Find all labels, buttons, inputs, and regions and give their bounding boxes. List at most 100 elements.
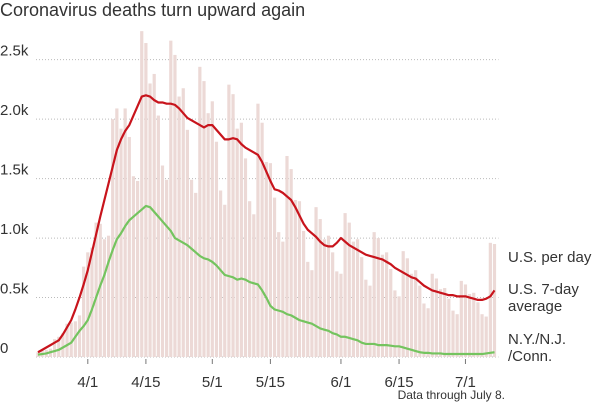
bar xyxy=(409,273,414,357)
bar xyxy=(111,119,115,358)
bar xyxy=(206,113,210,357)
bar xyxy=(397,296,401,357)
bar xyxy=(434,278,438,357)
bar xyxy=(297,201,302,357)
bar xyxy=(156,115,160,357)
bar xyxy=(223,204,227,357)
bar xyxy=(53,339,57,357)
bar xyxy=(443,288,447,357)
bar xyxy=(355,239,360,357)
bar xyxy=(351,241,355,357)
y-tick-label: 2.0k xyxy=(0,102,29,119)
bar xyxy=(447,298,451,357)
bar xyxy=(360,257,364,357)
series-label: U.S. 7-day average xyxy=(508,281,579,315)
bar xyxy=(90,247,94,357)
x-tick-label: 5/15 xyxy=(256,374,285,391)
bar xyxy=(98,223,102,357)
bar xyxy=(115,108,119,357)
bar xyxy=(385,252,389,357)
bar xyxy=(368,285,372,357)
bar xyxy=(414,270,418,357)
chart-title: Coronavirus deaths turn upward again xyxy=(0,0,305,20)
bar xyxy=(389,268,393,357)
bar xyxy=(181,88,185,357)
x-tick-label: 4/1 xyxy=(77,374,98,391)
bar xyxy=(285,156,289,357)
bar xyxy=(131,176,136,357)
bar xyxy=(160,165,165,357)
bar xyxy=(194,192,198,357)
bar xyxy=(227,84,231,358)
bar xyxy=(430,273,434,357)
bar xyxy=(148,83,152,357)
bar xyxy=(214,141,219,357)
bar xyxy=(426,308,430,357)
bar xyxy=(281,241,285,357)
bar xyxy=(314,207,318,357)
x-tick-label: 5/1 xyxy=(202,374,223,391)
bar xyxy=(264,161,268,357)
bar xyxy=(219,190,223,357)
y-tick-label: 0 xyxy=(0,340,8,357)
bar xyxy=(106,235,111,357)
bar xyxy=(339,273,343,357)
bar xyxy=(422,303,426,357)
bar xyxy=(73,321,77,357)
bar xyxy=(380,254,385,357)
bar xyxy=(272,197,277,357)
bar xyxy=(77,315,82,357)
bar xyxy=(343,213,347,357)
bar xyxy=(173,54,177,358)
bar xyxy=(492,244,497,357)
bar xyxy=(322,239,326,357)
bar xyxy=(455,314,459,357)
bar xyxy=(235,128,239,357)
bar xyxy=(144,43,148,358)
bar xyxy=(347,222,351,357)
bar xyxy=(140,31,144,358)
bar xyxy=(376,238,380,357)
bar xyxy=(61,333,65,357)
x-tick-label: 7/1 xyxy=(455,374,476,391)
bar xyxy=(252,214,256,357)
bar xyxy=(484,316,488,357)
footnote: Data through July 8. xyxy=(398,388,505,402)
bar xyxy=(335,271,339,357)
bar xyxy=(306,261,310,357)
x-tick-label: 6/15 xyxy=(384,374,413,391)
bar xyxy=(405,258,409,357)
bar xyxy=(69,322,73,357)
bar xyxy=(468,293,472,357)
y-tick-label: 1.5k xyxy=(0,162,29,179)
series-label: N.Y./N.J. /Conn. xyxy=(508,331,567,365)
y-tick-label: 0.5k xyxy=(0,281,29,298)
series-label: U.S. per day xyxy=(508,249,592,266)
bar xyxy=(248,201,252,357)
bar xyxy=(463,284,468,357)
bar xyxy=(152,73,156,357)
bar xyxy=(256,103,260,357)
bar xyxy=(401,251,405,357)
bar xyxy=(451,310,455,357)
bar xyxy=(165,179,169,357)
bar xyxy=(302,230,306,357)
bar xyxy=(476,302,480,357)
bar xyxy=(268,163,272,357)
x-tick-label: 6/1 xyxy=(331,374,352,391)
bar xyxy=(202,81,206,357)
bar xyxy=(472,292,476,357)
bar xyxy=(65,323,69,357)
bar xyxy=(119,128,123,357)
bar xyxy=(277,232,281,357)
bar xyxy=(123,108,127,357)
bar xyxy=(177,96,181,358)
bar xyxy=(488,242,492,357)
bar xyxy=(418,285,422,357)
y-tick-label: 1.0k xyxy=(0,221,29,238)
y-tick-label: 2.5k xyxy=(0,43,29,60)
bar xyxy=(393,290,397,357)
bar xyxy=(260,122,264,357)
bar xyxy=(459,280,463,357)
